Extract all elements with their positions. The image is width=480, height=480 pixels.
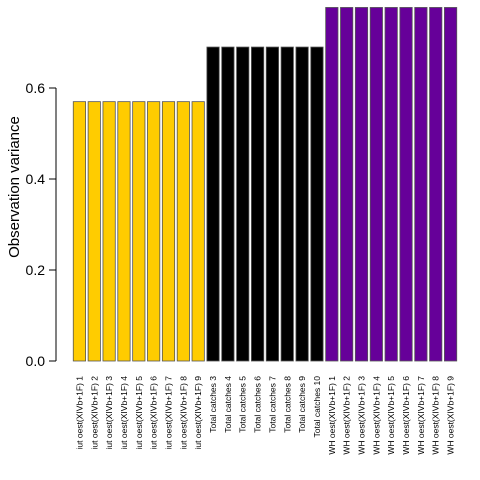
x-tick-label: Total catches 4: [223, 376, 233, 433]
y-tick-label: 0.0: [26, 353, 46, 369]
bar-5: [132, 101, 146, 362]
bar-11: [221, 46, 235, 362]
bar-3: [102, 101, 116, 362]
x-tick-label: WH oest(XIVb+1F) 3: [357, 376, 367, 455]
bar-14: [265, 46, 279, 362]
bar-10: [206, 46, 220, 362]
bar-21: [369, 7, 383, 362]
bar-22: [384, 7, 398, 362]
bar-15: [280, 46, 294, 362]
bar-4: [117, 101, 131, 362]
x-tick-label: iut oest(XIVb+1F) 8: [178, 376, 188, 450]
bar-9: [191, 101, 205, 362]
x-tick-label: iut oest(XIVb+1F) 3: [104, 376, 114, 450]
bar-24: [414, 7, 428, 362]
bar-20: [354, 7, 369, 362]
bar-1: [72, 101, 86, 362]
bar-23: [399, 7, 413, 362]
bar-6: [147, 101, 161, 362]
bar-13: [251, 46, 265, 362]
x-tick-label: iut oest(XIVb+1F) 6: [149, 376, 159, 450]
bar-16: [295, 46, 309, 362]
x-tick-label: iut oest(XIVb+1F) 2: [89, 376, 99, 450]
bar-18: [325, 7, 339, 362]
x-tick-label: iut oest(XIVb+1F) 4: [119, 376, 129, 450]
x-tick-label: iut oest(XIVb+1F) 5: [134, 376, 144, 450]
x-tick-label: Total catches 6: [253, 376, 263, 433]
y-tick-label: 0.6: [26, 80, 46, 96]
x-tick-label: Total catches 7: [267, 376, 277, 433]
x-tick-label: Total catches 10: [312, 376, 322, 438]
x-tick-label: WH oest(XIVb+1F) 7: [416, 376, 426, 455]
bar-7: [161, 101, 176, 362]
x-tick-label: Total catches 8: [282, 376, 292, 433]
x-tick-label: iut oest(XIVb+1F) 9: [193, 376, 203, 450]
bar-19: [340, 7, 354, 362]
bar-8: [176, 101, 190, 362]
x-tick-label: Total catches 5: [238, 376, 248, 433]
y-axis: 0.0 0.2 0.4 0.6: [26, 80, 57, 369]
bar-12: [236, 46, 250, 362]
x-tick-label: WH oest(XIVb+1F) 4: [371, 376, 381, 455]
x-tick-label: WH oest(XIVb+1F) 8: [431, 376, 441, 455]
y-axis-label: Observation variance: [6, 116, 23, 258]
x-tick-label: WH oest(XIVb+1F) 6: [401, 376, 411, 455]
x-tick-label: iut oest(XIVb+1F) 1: [74, 376, 84, 450]
x-tick-labels: iut oest(XIVb+1F) 1 iut oest(XIVb+1F) 2 iu…: [74, 376, 455, 455]
x-tick-label: WH oest(XIVb+1F) 2: [342, 376, 352, 455]
x-tick-label: WH oest(XIVb+1F) 9: [446, 376, 456, 455]
bars-group: [72, 7, 458, 362]
y-tick-label: 0.4: [26, 171, 46, 187]
x-tick-label: Total catches 9: [297, 376, 307, 433]
bar-2: [87, 101, 101, 362]
bar-17: [310, 46, 324, 362]
bar-25: [429, 7, 443, 362]
bar-26: [444, 7, 458, 362]
x-tick-label: WH oest(XIVb+1F) 1: [327, 376, 337, 455]
x-tick-label: Total catches 3: [208, 376, 218, 433]
y-tick-label: 0.2: [26, 262, 46, 278]
x-tick-label: iut oest(XIVb+1F) 7: [164, 376, 174, 450]
x-tick-label: WH oest(XIVb+1F) 5: [386, 376, 396, 455]
